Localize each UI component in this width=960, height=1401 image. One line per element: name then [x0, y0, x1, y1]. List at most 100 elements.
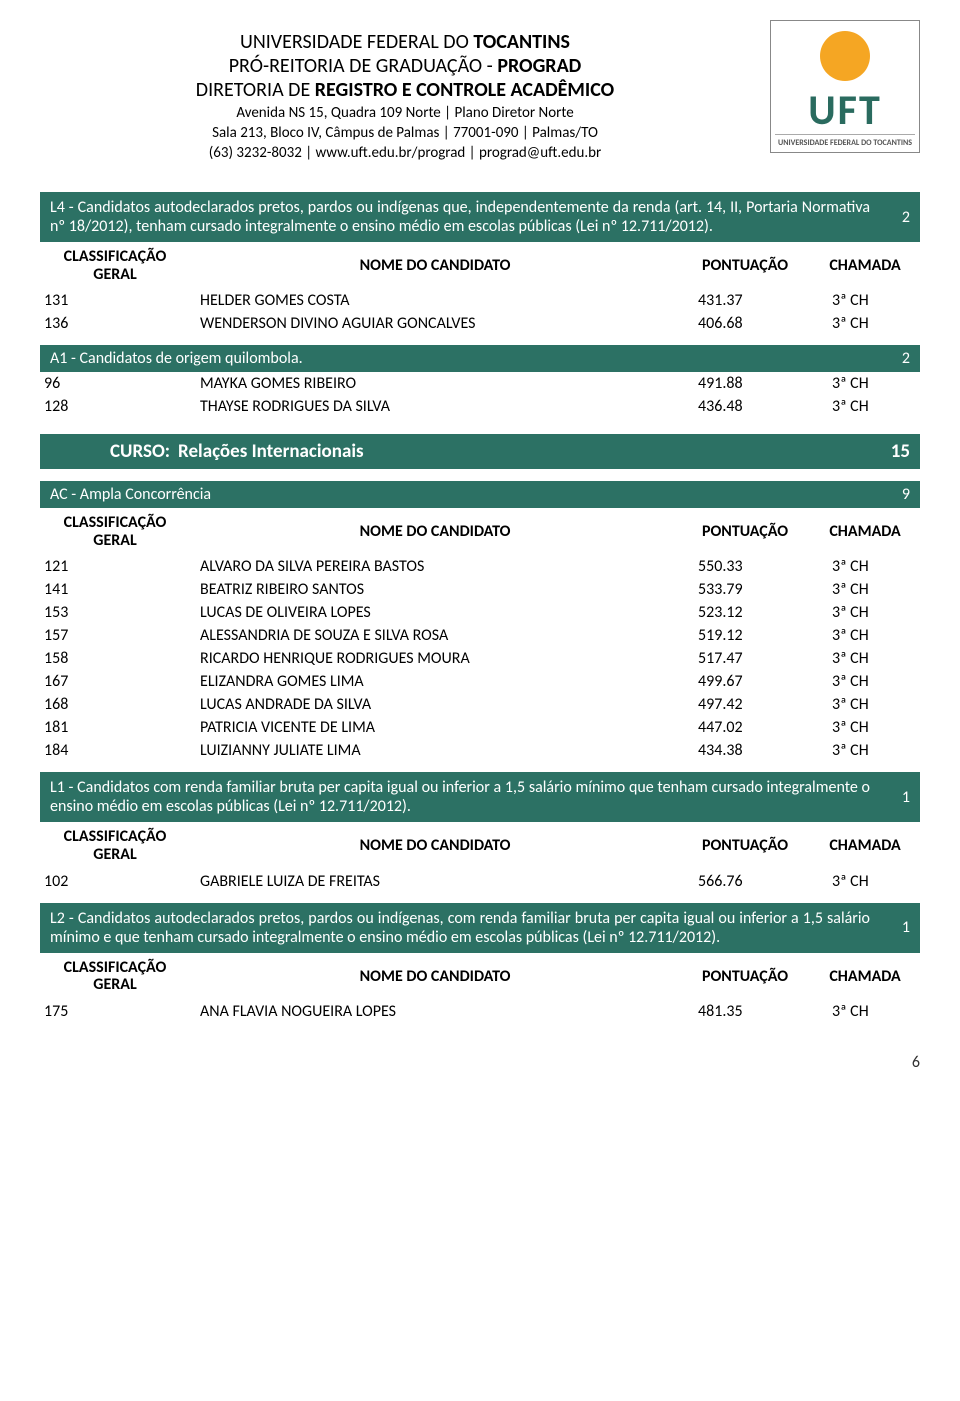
cell-name: ALESSANDRIA DE SOUZA E SILVA ROSA [190, 626, 680, 645]
cell-score: 491.88 [680, 374, 810, 393]
logo-sun-icon [820, 31, 870, 81]
course-bar: CURSO: Relações Internacionais 15 [40, 434, 920, 469]
table-row: 158RICARDO HENRIQUE RODRIGUES MOURA517.4… [40, 647, 920, 670]
cell-score: 447.02 [680, 718, 810, 737]
cell-score: 533.79 [680, 580, 810, 599]
table-row: 128 THAYSE RODRIGUES DA SILVA 436.48 3ª … [40, 395, 920, 418]
cell-name: ANA FLAVIA NOGUEIRA LOPES [190, 1002, 680, 1021]
col-score: PONTUAÇÃO [680, 522, 810, 541]
cell-call: 3ª CH [810, 603, 920, 622]
column-headers: CLASSIFICAÇÃO GERAL NOME DO CANDIDATO PO… [40, 246, 920, 285]
cell-score: 436.48 [680, 397, 810, 416]
cell-class: 121 [40, 557, 190, 576]
cell-score: 519.12 [680, 626, 810, 645]
section-ac-count: 9 [870, 485, 910, 504]
section-a1-desc: A1 - Candidatos de origem quilombola. [50, 349, 870, 368]
col-score: PONTUAÇÃO [680, 256, 810, 275]
cell-call: 3ª CH [810, 374, 920, 393]
col-classification: CLASSIFICAÇÃO GERAL [40, 828, 190, 863]
table-row: 102GABRIELE LUIZA DE FREITAS566.763ª CH [40, 870, 920, 893]
cell-class: 181 [40, 718, 190, 737]
cell-score: 434.38 [680, 741, 810, 760]
header-line-1: UNIVERSIDADE FEDERAL DO TOCANTINS [40, 30, 770, 54]
header-line-1a: UNIVERSIDADE FEDERAL DO [240, 30, 473, 54]
cell-score: 406.68 [680, 314, 810, 333]
header-line-2b: PROGRAD [497, 54, 581, 78]
cell-class: 102 [40, 872, 190, 891]
table-row: 157ALESSANDRIA DE SOUZA E SILVA ROSA519.… [40, 624, 920, 647]
col-class-l2: GERAL [93, 975, 136, 994]
section-ac-desc: AC - Ampla Concorrência [50, 485, 870, 504]
cell-call: 3ª CH [810, 718, 920, 737]
cell-call: 3ª CH [810, 397, 920, 416]
table-row: 96 MAYKA GOMES RIBEIRO 491.88 3ª CH [40, 372, 920, 395]
cell-class: 175 [40, 1002, 190, 1021]
header-address-1: Avenida NS 15, Quadra 109 Norte | Plano … [40, 104, 770, 122]
cell-score: 499.67 [680, 672, 810, 691]
cell-call: 3ª CH [810, 872, 920, 891]
cell-score: 550.33 [680, 557, 810, 576]
table-row: 136 WENDERSON DIVINO AGUIAR GONCALVES 40… [40, 312, 920, 335]
cell-class: 157 [40, 626, 190, 645]
cell-name: LUCAS DE OLIVEIRA LOPES [190, 603, 680, 622]
page-number: 6 [40, 1053, 920, 1072]
section-a1-count: 2 [870, 349, 910, 368]
column-headers: CLASSIFICAÇÃO GERAL NOME DO CANDIDATO PO… [40, 826, 920, 865]
header-line-3: DIRETORIA DE REGISTRO E CONTROLE ACADÊMI… [40, 78, 770, 102]
document-header: UNIVERSIDADE FEDERAL DO TOCANTINS PRÓ-RE… [40, 20, 920, 162]
table-row: 175ANA FLAVIA NOGUEIRA LOPES481.353ª CH [40, 1000, 920, 1023]
header-line-3a: DIRETORIA DE [196, 78, 315, 102]
col-call: CHAMADA [810, 967, 920, 986]
col-name: NOME DO CANDIDATO [190, 522, 680, 541]
cell-score: 481.35 [680, 1002, 810, 1021]
cell-score: 517.47 [680, 649, 810, 668]
cell-name: PATRICIA VICENTE DE LIMA [190, 718, 680, 737]
cell-name: LUIZIANNY JULIATE LIMA [190, 741, 680, 760]
cell-call: 3ª CH [810, 314, 920, 333]
header-line-2a: PRÓ-REITORIA DE GRADUAÇÃO - [229, 54, 498, 78]
cell-score: 497.42 [680, 695, 810, 714]
header-line-3b: REGISTRO E CONTROLE ACADÊMICO [315, 78, 614, 102]
cell-name: RICARDO HENRIQUE RODRIGUES MOURA [190, 649, 680, 668]
cell-call: 3ª CH [810, 1002, 920, 1021]
cell-name: ELIZANDRA GOMES LIMA [190, 672, 680, 691]
col-score: PONTUAÇÃO [680, 836, 810, 855]
col-name: NOME DO CANDIDATO [190, 967, 680, 986]
col-class-l2: GERAL [93, 265, 136, 284]
cell-class: 184 [40, 741, 190, 760]
section-l4-desc: L4 - Candidatos autodeclarados pretos, p… [50, 198, 870, 236]
uft-logo: UFT UNIVERSIDADE FEDERAL DO TOCANTINS [770, 20, 920, 153]
cell-class: 141 [40, 580, 190, 599]
cell-name: GABRIELE LUIZA DE FREITAS [190, 872, 680, 891]
cell-call: 3ª CH [810, 557, 920, 576]
col-class-l1: CLASSIFICAÇÃO [64, 827, 167, 846]
logo-caption: UNIVERSIDADE FEDERAL DO TOCANTINS [775, 134, 915, 148]
header-line-1b: TOCANTINS [473, 30, 570, 54]
table-row: 184LUIZIANNY JULIATE LIMA434.383ª CH [40, 739, 920, 762]
course-count: 15 [870, 440, 910, 463]
cell-score: 431.37 [680, 291, 810, 310]
column-headers: CLASSIFICAÇÃO GERAL NOME DO CANDIDATO PO… [40, 957, 920, 996]
col-class-l1: CLASSIFICAÇÃO [64, 247, 167, 266]
header-text: UNIVERSIDADE FEDERAL DO TOCANTINS PRÓ-RE… [40, 20, 770, 162]
col-call: CHAMADA [810, 836, 920, 855]
cell-call: 3ª CH [810, 626, 920, 645]
col-score: PONTUAÇÃO [680, 967, 810, 986]
cell-call: 3ª CH [810, 291, 920, 310]
cell-class: 131 [40, 291, 190, 310]
col-class-l2: GERAL [93, 845, 136, 864]
col-name: NOME DO CANDIDATO [190, 256, 680, 275]
table-row: 131 HELDER GOMES COSTA 431.37 3ª CH [40, 289, 920, 312]
logo-graphic: UFT [775, 27, 915, 132]
column-headers: CLASSIFICAÇÃO GERAL NOME DO CANDIDATO PO… [40, 512, 920, 551]
table-row: 168LUCAS ANDRADE DA SILVA497.423ª CH [40, 693, 920, 716]
col-name: NOME DO CANDIDATO [190, 836, 680, 855]
col-classification: CLASSIFICAÇÃO GERAL [40, 959, 190, 994]
cell-score: 566.76 [680, 872, 810, 891]
header-address-3: (63) 3232-8032 | www.uft.edu.br/prograd … [40, 144, 770, 162]
section-l2-desc: L2 - Candidatos autodeclarados pretos, p… [50, 909, 870, 947]
header-address-2: Sala 213, Bloco IV, Câmpus de Palmas | 7… [40, 124, 770, 142]
col-class-l2: GERAL [93, 531, 136, 550]
cell-name: BEATRIZ RIBEIRO SANTOS [190, 580, 680, 599]
cell-call: 3ª CH [810, 695, 920, 714]
